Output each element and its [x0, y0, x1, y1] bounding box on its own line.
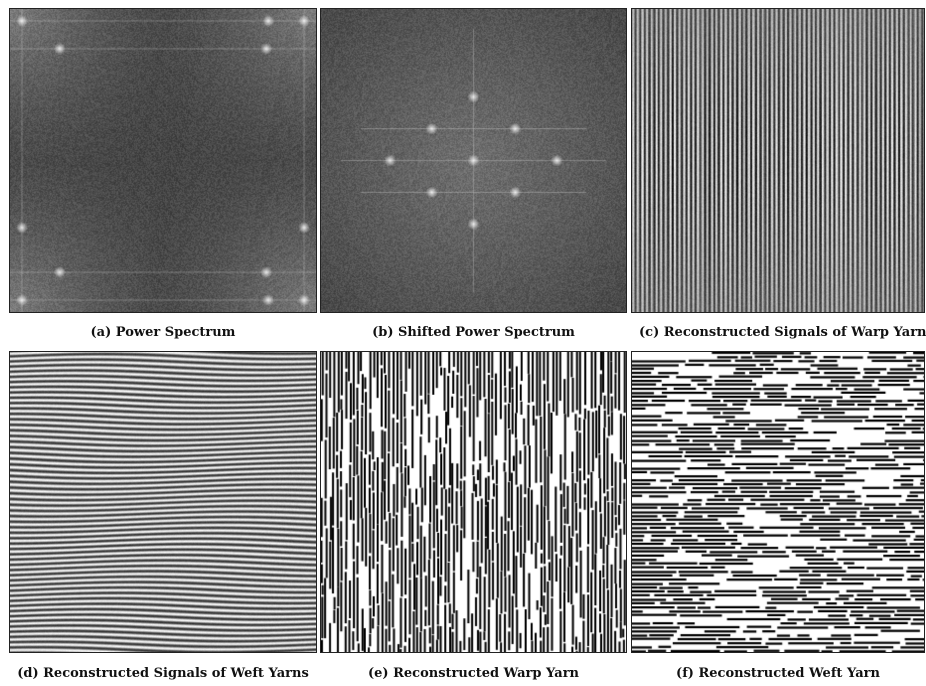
- caption-d: (d) Reconstructed Signals of Weft Yarns: [17, 666, 309, 681]
- shifted-power-spectrum-image: [320, 8, 627, 313]
- power-spectrum-canvas: [10, 9, 316, 312]
- weft-yarn-image: [631, 351, 925, 653]
- weft-yarn-canvas: [632, 352, 924, 652]
- caption-e: (e) Reconstructed Warp Yarn: [368, 666, 579, 681]
- weft-signals-canvas: [10, 352, 316, 652]
- caption-b: (b) Shifted Power Spectrum: [372, 325, 575, 340]
- caption-f: (f) Reconstructed Weft Yarn: [676, 666, 880, 681]
- warp-yarn-image: [320, 351, 627, 653]
- caption-c: (c) Reconstructed Signals of Warp Yarns: [639, 325, 926, 340]
- weft-signals-image: [9, 351, 317, 653]
- warp-yarn-canvas: [321, 352, 626, 652]
- warp-signals-canvas: [632, 9, 924, 312]
- caption-a: (a) Power Spectrum: [90, 325, 236, 340]
- warp-signals-image: [631, 8, 925, 313]
- power-spectrum-image: [9, 8, 317, 313]
- shifted-power-spectrum-canvas: [321, 9, 626, 312]
